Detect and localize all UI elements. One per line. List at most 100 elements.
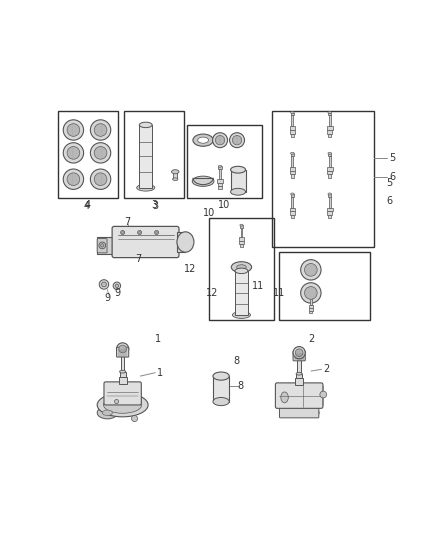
Circle shape: [99, 280, 109, 289]
Circle shape: [230, 133, 244, 148]
Circle shape: [304, 263, 317, 276]
Circle shape: [90, 143, 111, 163]
Text: 3: 3: [151, 200, 157, 211]
Bar: [240, 244, 243, 247]
Circle shape: [122, 231, 124, 233]
Ellipse shape: [290, 152, 294, 155]
Ellipse shape: [177, 232, 194, 252]
Circle shape: [138, 231, 141, 233]
Text: 1: 1: [155, 334, 161, 344]
Circle shape: [94, 124, 107, 136]
Bar: [139, 125, 152, 188]
Bar: [309, 294, 312, 296]
FancyBboxPatch shape: [117, 347, 129, 357]
Ellipse shape: [213, 398, 229, 406]
Bar: [328, 194, 332, 197]
Circle shape: [94, 147, 107, 159]
Bar: [327, 130, 332, 134]
FancyBboxPatch shape: [276, 383, 323, 408]
Text: 8: 8: [233, 356, 240, 366]
Circle shape: [67, 173, 80, 185]
Bar: [218, 183, 222, 187]
FancyBboxPatch shape: [112, 227, 179, 257]
Ellipse shape: [139, 122, 152, 127]
Ellipse shape: [281, 392, 288, 403]
Bar: [290, 207, 295, 211]
Bar: [310, 296, 311, 305]
FancyBboxPatch shape: [97, 239, 107, 253]
Text: 2: 2: [323, 364, 329, 374]
Bar: [291, 197, 293, 207]
Ellipse shape: [230, 166, 246, 173]
Bar: [328, 174, 332, 177]
Circle shape: [304, 287, 317, 299]
Circle shape: [102, 282, 106, 287]
Ellipse shape: [172, 169, 179, 174]
Circle shape: [295, 349, 303, 357]
FancyBboxPatch shape: [293, 351, 305, 361]
Ellipse shape: [328, 193, 332, 195]
Circle shape: [293, 346, 305, 359]
Bar: [329, 115, 331, 126]
Ellipse shape: [97, 407, 117, 419]
Bar: [309, 311, 312, 313]
Bar: [309, 308, 313, 311]
Ellipse shape: [290, 111, 294, 114]
Ellipse shape: [120, 370, 126, 373]
Bar: [290, 194, 294, 197]
Circle shape: [320, 391, 327, 398]
Circle shape: [90, 169, 111, 189]
Circle shape: [101, 244, 104, 247]
Circle shape: [300, 260, 321, 280]
Bar: [327, 211, 332, 215]
Ellipse shape: [219, 165, 222, 167]
Circle shape: [233, 135, 242, 145]
Bar: [290, 154, 294, 156]
Text: 12: 12: [184, 264, 197, 274]
Bar: [327, 171, 332, 174]
Text: 5: 5: [386, 177, 392, 188]
Circle shape: [155, 231, 158, 233]
Ellipse shape: [173, 178, 178, 181]
Text: 5: 5: [389, 153, 396, 163]
Circle shape: [114, 400, 119, 403]
FancyBboxPatch shape: [307, 385, 323, 406]
Bar: [290, 215, 294, 218]
Ellipse shape: [328, 152, 332, 155]
Text: 10: 10: [219, 200, 230, 211]
FancyBboxPatch shape: [279, 405, 319, 418]
Bar: [217, 179, 223, 183]
Text: 11: 11: [273, 288, 285, 298]
Circle shape: [131, 415, 138, 422]
Circle shape: [94, 173, 107, 185]
Bar: [272, 111, 374, 247]
Circle shape: [90, 120, 111, 140]
Ellipse shape: [137, 184, 155, 191]
Circle shape: [119, 345, 127, 353]
Text: 6: 6: [389, 172, 395, 182]
Text: 9: 9: [114, 288, 120, 298]
Bar: [177, 232, 185, 252]
Bar: [328, 134, 332, 137]
Circle shape: [138, 230, 141, 235]
Bar: [235, 271, 248, 315]
Ellipse shape: [213, 372, 229, 380]
Bar: [290, 174, 294, 177]
Ellipse shape: [198, 137, 208, 143]
Ellipse shape: [102, 410, 113, 415]
Text: 4: 4: [85, 200, 91, 211]
Bar: [219, 169, 221, 179]
Circle shape: [120, 230, 125, 235]
Text: 7: 7: [135, 254, 141, 264]
Bar: [290, 171, 295, 174]
Ellipse shape: [230, 188, 246, 195]
Bar: [290, 112, 294, 115]
Bar: [279, 252, 371, 320]
Ellipse shape: [328, 111, 332, 114]
Bar: [297, 360, 301, 374]
Bar: [209, 218, 274, 320]
Bar: [187, 125, 262, 198]
Bar: [327, 167, 332, 171]
Ellipse shape: [103, 397, 142, 413]
Bar: [308, 305, 313, 308]
